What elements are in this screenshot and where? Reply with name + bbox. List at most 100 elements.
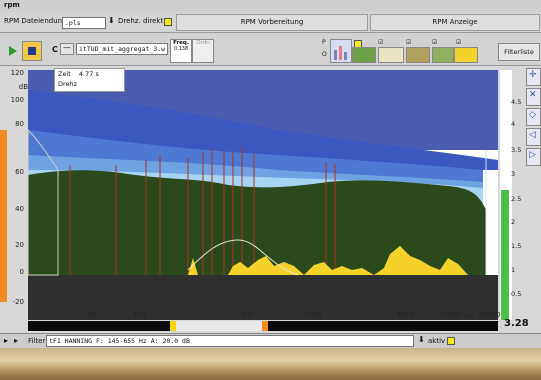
play-icon[interactable] — [8, 45, 18, 57]
pan-left-button[interactable]: ◁ — [526, 128, 541, 146]
o-label: O — [322, 51, 327, 58]
zoom-x-button[interactable]: ✕ — [526, 88, 541, 106]
collapse-icon[interactable]: ▸ — [4, 336, 9, 345]
filter-bar: ▸ ▸ Filter tF1 HANNING F: 145-655 Hz A: … — [0, 333, 541, 348]
time-marker-end[interactable] — [262, 321, 268, 331]
side-accent-strip — [0, 130, 7, 302]
zoom-x-icon: ✕ — [529, 90, 537, 100]
level-tick: 1 — [511, 266, 516, 274]
filter-curve — [187, 239, 299, 276]
dateiendung-label: RPM Dateiendung — [4, 17, 67, 25]
spectrum-dark-area — [28, 170, 486, 275]
x-tick: 10000 — [440, 311, 463, 319]
zoom-y-icon: ◇ — [529, 110, 536, 120]
tab-rpm-anzeige[interactable]: RPM Anzeige — [370, 14, 540, 31]
view-green-button[interactable] — [352, 47, 376, 63]
filter-label: Filter — [28, 337, 46, 345]
pan-right-button[interactable]: ▷ — [526, 148, 541, 166]
order-highlight — [188, 246, 468, 275]
x-tick: 20000 — [478, 311, 501, 319]
level-tick: 0.5 — [511, 290, 522, 298]
level-tick: 3 — [511, 170, 516, 178]
expand-icon[interactable]: ▸ — [14, 336, 19, 345]
y-tick: 80 — [15, 120, 24, 128]
time-window[interactable] — [170, 321, 266, 331]
level-tick: 4 — [511, 120, 516, 128]
view-lime-button[interactable] — [432, 47, 454, 63]
download-icon[interactable]: ⬇ — [418, 335, 425, 344]
zeit-value: 4.77 — [78, 70, 94, 78]
freq-button[interactable]: Freq. 0.138 — [170, 39, 192, 63]
view-controls: ✛ ✕ ◇ ◁ ▷ — [526, 68, 541, 168]
y-unit: dB — [18, 83, 28, 91]
time-marker-start[interactable] — [170, 321, 176, 331]
stop-button[interactable] — [22, 41, 42, 61]
crosshair-button[interactable]: ✛ — [526, 68, 541, 86]
level-value: 3.28 — [504, 318, 529, 329]
spectrogram-plot[interactable] — [28, 70, 498, 320]
aktiv-checkbox[interactable] — [447, 337, 455, 345]
download-icon[interactable]: ⬇ — [108, 16, 115, 25]
level-fill — [501, 190, 509, 320]
view4-checkbox[interactable]: ☑ — [432, 39, 438, 46]
view2-checkbox[interactable]: ☑ — [378, 39, 384, 46]
aktiv-label: aktiv — [428, 337, 446, 345]
trace-left — [28, 129, 59, 276]
channel-dropdown[interactable]: — — [60, 43, 74, 55]
pan-right-icon: ▷ — [529, 150, 536, 160]
drehz-direkt-checkbox[interactable] — [164, 18, 172, 26]
order-label: Ordn — [196, 40, 210, 46]
view5-checkbox[interactable]: ☑ — [456, 39, 462, 46]
crosshair-icon: ✛ — [529, 70, 537, 80]
p-label: P — [322, 39, 326, 46]
freq-value: 0.138 — [173, 46, 189, 52]
view-gold-button[interactable] — [454, 47, 478, 63]
toolbar: C — itTUD_mit_aggregat_3.w Freq. 0.138 O… — [0, 33, 541, 66]
plot-floor — [28, 275, 498, 320]
cursor-tooltip: Zeit 4.77 s Drehz — [54, 68, 125, 92]
view-yellow-button[interactable] — [378, 47, 404, 63]
x-tick: 500 — [241, 311, 255, 319]
footer-decoration — [0, 348, 541, 380]
channel-label: C — [52, 45, 58, 54]
x-tick: 5000 — [397, 311, 415, 319]
time-slider[interactable] — [28, 321, 498, 331]
level-tick: 4.5 — [511, 98, 522, 106]
filter-field[interactable]: tF1 HANNING F: 145-655 Hz A: 20.0 dB — [46, 335, 414, 347]
y-tick: 100 — [10, 96, 24, 104]
filterliste-button[interactable]: Filterliste — [498, 43, 540, 61]
x-unit: Hz — [466, 313, 474, 319]
y-tick: 60 — [15, 168, 24, 176]
bars-icon — [334, 46, 347, 60]
level-tick: 2.5 — [511, 195, 522, 203]
chevron-down-icon: — — [63, 43, 71, 52]
zeit-unit: s — [95, 70, 99, 78]
window-title: rpm — [4, 1, 20, 9]
tab-rpm-vorbereitung[interactable]: RPM Vorbereitung — [176, 14, 368, 31]
level-tick: 1.5 — [511, 242, 522, 250]
view3-checkbox[interactable]: ☑ — [406, 39, 412, 46]
view-khaki-button[interactable] — [406, 47, 430, 63]
x-tick: 100 — [133, 311, 147, 319]
order-lines — [69, 146, 336, 275]
window-titlebar: rpm — [0, 0, 541, 12]
order-button[interactable]: Ordn — [192, 39, 214, 63]
drehz-label: Drehz — [58, 80, 78, 88]
y-tick: 0 — [19, 268, 24, 276]
y-tick: -20 — [12, 298, 24, 306]
pan-left-icon: ◁ — [529, 130, 536, 140]
dateiendung-field[interactable]: .pls — [62, 17, 106, 29]
x-tick: 50 — [88, 311, 97, 319]
view-spectrum-button[interactable] — [330, 39, 352, 63]
zoom-y-button[interactable]: ◇ — [526, 108, 541, 126]
y-tick: 120 — [10, 69, 24, 77]
y-tick: 20 — [15, 241, 24, 249]
x-tick: 1000 — [304, 311, 322, 319]
zeit-label: Zeit — [58, 70, 71, 78]
level-tick: 3.5 — [511, 146, 522, 154]
level-tick: 2 — [511, 218, 516, 226]
file-field[interactable]: itTUD_mit_aggregat_3.w — [76, 43, 168, 55]
drehz-direkt-label: Drehz. direkt — [118, 17, 164, 25]
stop-icon — [28, 47, 36, 55]
freq-label: Freq. — [173, 40, 189, 46]
